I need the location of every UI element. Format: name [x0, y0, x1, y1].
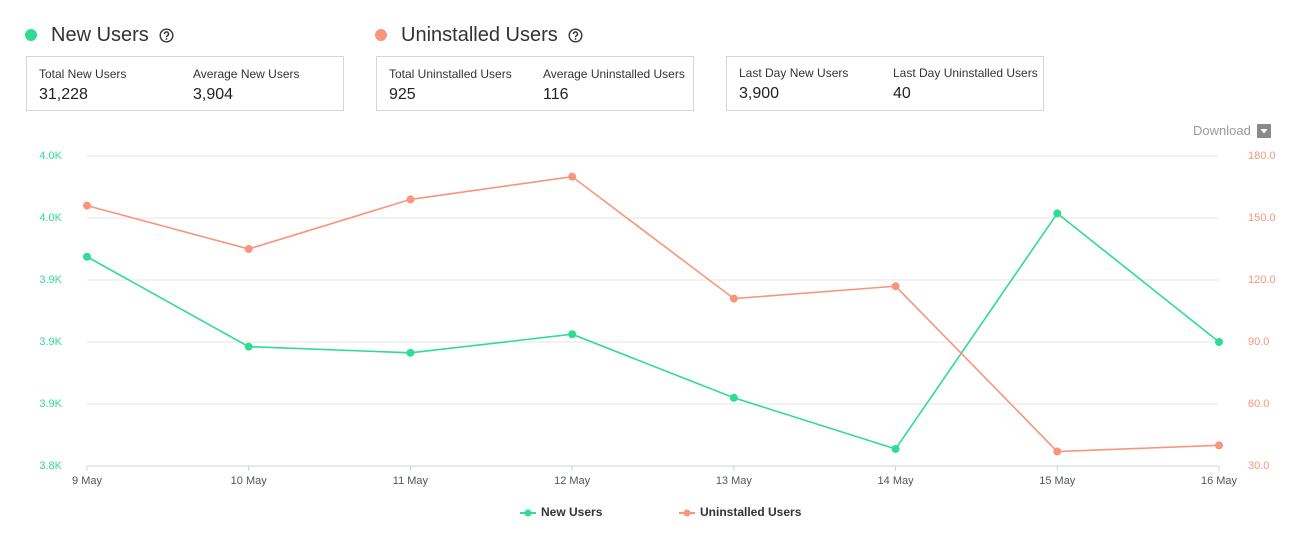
stat-card: Total New Users 31,228 Average New Users 3…	[26, 56, 344, 111]
data-point	[568, 330, 577, 339]
x-tick-label: 10 May	[231, 475, 268, 487]
data-point	[1053, 209, 1062, 218]
stat-label: Average Uninstalled Users	[543, 67, 685, 81]
stat-label: Last Day Uninstalled Users	[893, 66, 1038, 80]
help-icon[interactable]	[159, 27, 174, 43]
data-point	[406, 348, 415, 357]
stat-card: Last Day New Users 3,900 Last Day Uninsta…	[726, 56, 1044, 111]
series-line	[86, 175, 1220, 453]
stat-value: 31,228	[39, 86, 88, 103]
y-tick-label: 3.9K	[39, 398, 62, 410]
stat-label: Total Uninstalled Users	[389, 67, 512, 81]
section-dot	[375, 29, 387, 41]
x-tick-label: 11 May	[393, 475, 429, 487]
y2-tick-label: 90.0	[1248, 336, 1269, 348]
stat-value: 116	[543, 86, 569, 103]
stat-value: 3,900	[739, 85, 780, 102]
series-line	[86, 212, 1220, 450]
legend-label: New Users	[541, 505, 603, 519]
y2-tick-label: 180.0	[1248, 150, 1276, 162]
stat: Total New Users 31,228	[39, 67, 126, 104]
x-tick-label: 9 May	[72, 475, 102, 487]
section-title: New Users	[51, 23, 149, 46]
help-icon[interactable]	[568, 27, 583, 43]
data-point	[1053, 447, 1062, 456]
y-tick-label: 4.0K	[39, 212, 62, 224]
y-tick-label: 3.9K	[39, 274, 62, 286]
x-tick-label: 16 May	[1201, 475, 1238, 487]
section-header: Uninstalled Users	[375, 22, 583, 48]
stat-value: 3,904	[193, 86, 234, 103]
x-tick-label: 12 May	[554, 475, 591, 487]
section-title: Uninstalled Users	[401, 23, 558, 46]
data-point	[406, 195, 415, 204]
x-tick-label: 14 May	[878, 475, 915, 487]
stat: Last Day Uninstalled Users 40	[893, 66, 1038, 103]
y2-tick-label: 150.0	[1248, 212, 1276, 224]
data-point	[1215, 441, 1223, 450]
legend-dot	[524, 509, 532, 517]
download-button[interactable]: Download	[1193, 123, 1271, 138]
download-label: Download	[1193, 123, 1251, 138]
stat-value: 40	[893, 85, 911, 102]
legend-label: Uninstalled Users	[700, 505, 802, 519]
stat-label: Average New Users	[193, 67, 300, 81]
data-point	[891, 444, 900, 453]
stat: Average New Users 3,904	[193, 67, 300, 104]
x-tick-label: 15 May	[1039, 475, 1076, 487]
data-point	[244, 342, 253, 351]
y-tick-label: 4.0K	[39, 150, 62, 162]
data-point	[568, 172, 577, 181]
stat: Total Uninstalled Users 925	[389, 67, 512, 104]
y2-tick-label: 60.0	[1248, 398, 1269, 410]
data-point	[891, 282, 900, 291]
data-point	[244, 245, 253, 253]
data-point	[83, 252, 91, 261]
y-tick-label: 3.9K	[39, 336, 62, 348]
y2-tick-label: 30.0	[1248, 460, 1269, 472]
section-header: New Users	[25, 22, 174, 48]
data-point	[729, 393, 738, 402]
x-tick-label: 13 May	[716, 475, 753, 487]
data-point	[83, 201, 91, 210]
data-point	[729, 294, 738, 303]
legend-dot	[683, 509, 691, 517]
section-dot	[25, 29, 37, 41]
stat-card: Total Uninstalled Users 925 Average Unins…	[376, 56, 694, 111]
y-tick-label: 3.8K	[39, 460, 62, 472]
stat: Average Uninstalled Users 116	[543, 67, 685, 104]
dropdown-icon	[1256, 123, 1271, 138]
data-point	[1215, 338, 1223, 346]
stat-label: Last Day New Users	[739, 66, 849, 80]
y2-tick-label: 120.0	[1248, 274, 1276, 286]
stat: Last Day New Users 3,900	[739, 66, 848, 103]
stat-label: Total New Users	[39, 67, 127, 81]
stat-value: 925	[389, 86, 416, 103]
